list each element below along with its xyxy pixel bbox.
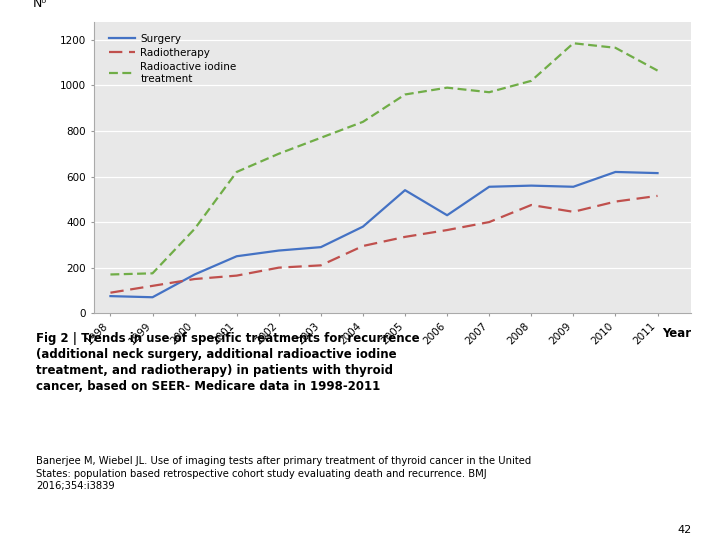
Legend: Surgery, Radiotherapy, Radioactive iodine
treatment: Surgery, Radiotherapy, Radioactive iodin… bbox=[105, 30, 240, 88]
Text: Nᵒ: Nᵒ bbox=[32, 0, 47, 10]
Text: Banerjee M, Wiebel JL. Use of imaging tests after primary treatment of thyroid c: Banerjee M, Wiebel JL. Use of imaging te… bbox=[36, 456, 531, 491]
Text: 42: 42 bbox=[677, 524, 691, 535]
Text: Year: Year bbox=[662, 327, 691, 340]
Text: Fig 2 | Trends in use of specific treatments for recurrence
(additional neck sur: Fig 2 | Trends in use of specific treatm… bbox=[36, 332, 420, 393]
